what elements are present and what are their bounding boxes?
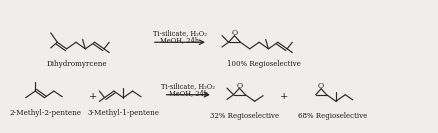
Text: MeOH, 24h: MeOH, 24h	[168, 89, 207, 97]
Text: 32% Regioselective: 32% Regioselective	[209, 113, 278, 120]
Text: O: O	[236, 82, 242, 90]
Text: MeOH, 24h: MeOH, 24h	[160, 36, 199, 44]
Text: 3-Methyl-1-pentene: 3-Methyl-1-pentene	[88, 109, 159, 117]
Text: Dihydromyrcene: Dihydromyrcene	[46, 60, 107, 68]
Text: O: O	[231, 29, 237, 37]
Text: 68% Regioselective: 68% Regioselective	[298, 113, 367, 120]
Text: Ti-silicate, H₂O₂: Ti-silicate, H₂O₂	[152, 29, 206, 37]
Text: +: +	[88, 92, 97, 101]
Text: O: O	[318, 82, 324, 90]
Text: 100% Regioselective: 100% Regioselective	[226, 60, 300, 68]
Text: 2-Methyl-2-pentene: 2-Methyl-2-pentene	[9, 109, 81, 117]
Text: +: +	[279, 92, 287, 101]
Text: Ti-silicate, H₂O₂: Ti-silicate, H₂O₂	[161, 82, 215, 90]
